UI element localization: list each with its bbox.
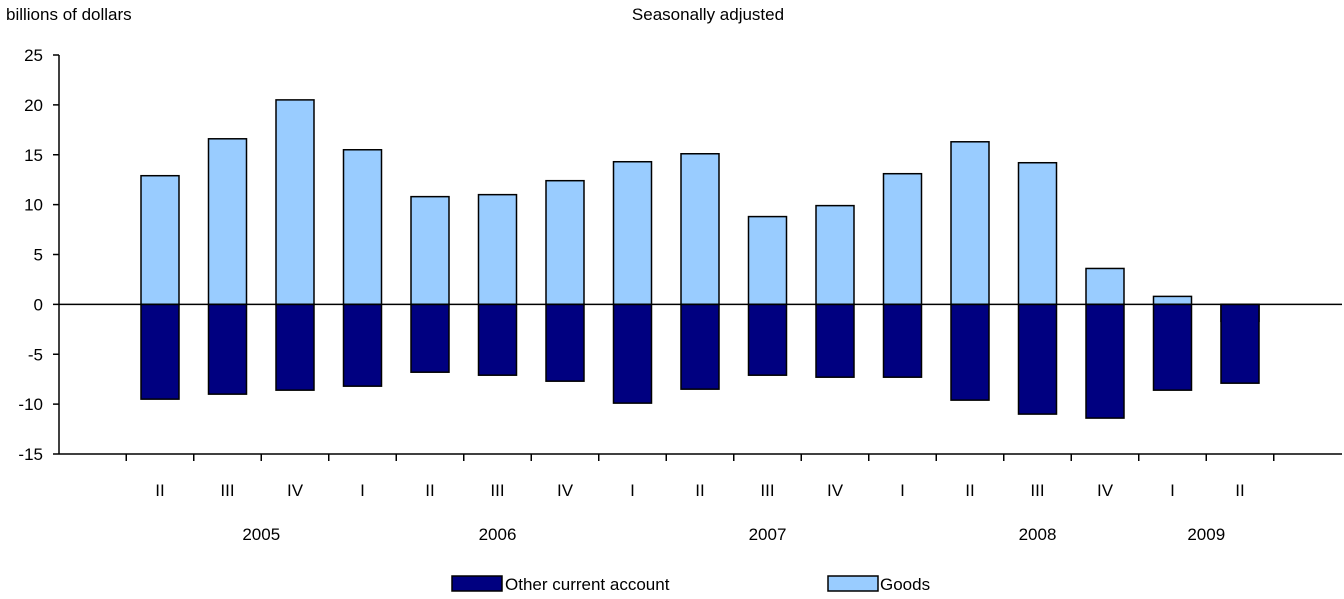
x-tick-label: III bbox=[490, 481, 504, 500]
x-tick-label: II bbox=[425, 481, 434, 500]
x-tick-label: IV bbox=[827, 481, 844, 500]
bar-goods bbox=[1085, 267, 1125, 306]
y-tick-label: 5 bbox=[34, 246, 43, 265]
year-label: 2008 bbox=[1019, 525, 1057, 544]
bar-goods bbox=[1017, 161, 1058, 306]
y-tick-label: 0 bbox=[34, 295, 43, 314]
bar-goods bbox=[950, 141, 990, 306]
bar-goods bbox=[410, 195, 450, 306]
y-tick-label: 25 bbox=[24, 46, 43, 65]
legend-label-other-current-account: Other current account bbox=[505, 575, 670, 594]
bar-goods bbox=[477, 193, 518, 306]
bar-other-current-account bbox=[477, 303, 518, 376]
bar-other-current-account bbox=[140, 303, 180, 400]
legend-swatch-goods bbox=[827, 575, 879, 592]
bar-goods bbox=[140, 174, 180, 306]
year-label: 2005 bbox=[242, 525, 280, 544]
x-tick-label: II bbox=[965, 481, 974, 500]
bar-other-current-account bbox=[1017, 303, 1058, 415]
bar-goods bbox=[1152, 295, 1193, 306]
bar-goods bbox=[275, 99, 315, 306]
y-axis-label: billions of dollars bbox=[6, 5, 132, 24]
y-tick-label: -5 bbox=[28, 345, 43, 364]
bar-other-current-account bbox=[275, 303, 315, 391]
chart-title: Seasonally adjusted bbox=[632, 5, 784, 24]
bar-goods bbox=[882, 172, 923, 306]
legend-label-goods: Goods bbox=[880, 575, 930, 594]
x-tick-label: III bbox=[220, 481, 234, 500]
bar-other-current-account bbox=[612, 303, 653, 404]
y-tick-label: 10 bbox=[24, 196, 43, 215]
bar-goods bbox=[342, 149, 383, 306]
year-label: 2006 bbox=[479, 525, 517, 544]
bar-other-current-account bbox=[1085, 303, 1125, 419]
x-tick-label: IV bbox=[287, 481, 304, 500]
bar-other-current-account bbox=[410, 303, 450, 373]
bar-other-current-account bbox=[680, 303, 720, 390]
year-label: 2007 bbox=[749, 525, 787, 544]
bar-other-current-account bbox=[882, 303, 923, 378]
bar-other-current-account bbox=[1152, 303, 1193, 391]
bar-goods bbox=[612, 160, 653, 306]
y-tick-label: -10 bbox=[18, 395, 43, 414]
bar-goods bbox=[680, 153, 720, 306]
bar-goods bbox=[747, 215, 788, 306]
bar-other-current-account bbox=[950, 303, 990, 401]
x-tick-label: I bbox=[1170, 481, 1175, 500]
legend-swatch-other-current-account bbox=[451, 575, 503, 592]
bar-other-current-account bbox=[747, 303, 788, 376]
y-tick-label: 20 bbox=[24, 96, 43, 115]
bar-other-current-account bbox=[545, 303, 585, 382]
x-tick-label: II bbox=[695, 481, 704, 500]
x-tick-label: III bbox=[760, 481, 774, 500]
x-tick-label: I bbox=[900, 481, 905, 500]
bar-goods bbox=[815, 204, 855, 306]
x-tick-label: IV bbox=[1097, 481, 1114, 500]
bar-goods bbox=[207, 138, 248, 306]
year-label: 2009 bbox=[1187, 525, 1225, 544]
x-tick-label: II bbox=[155, 481, 164, 500]
y-tick-label: -15 bbox=[18, 445, 43, 464]
bar-goods bbox=[545, 179, 585, 306]
x-tick-label: I bbox=[630, 481, 635, 500]
bar-other-current-account bbox=[1220, 303, 1260, 384]
y-tick-label: 15 bbox=[24, 146, 43, 165]
bar-other-current-account bbox=[815, 303, 855, 378]
x-tick-label: I bbox=[360, 481, 365, 500]
x-tick-label: II bbox=[1235, 481, 1244, 500]
x-tick-label: III bbox=[1030, 481, 1044, 500]
x-tick-label: IV bbox=[557, 481, 574, 500]
bar-other-current-account bbox=[207, 303, 248, 395]
bar-other-current-account bbox=[342, 303, 383, 387]
